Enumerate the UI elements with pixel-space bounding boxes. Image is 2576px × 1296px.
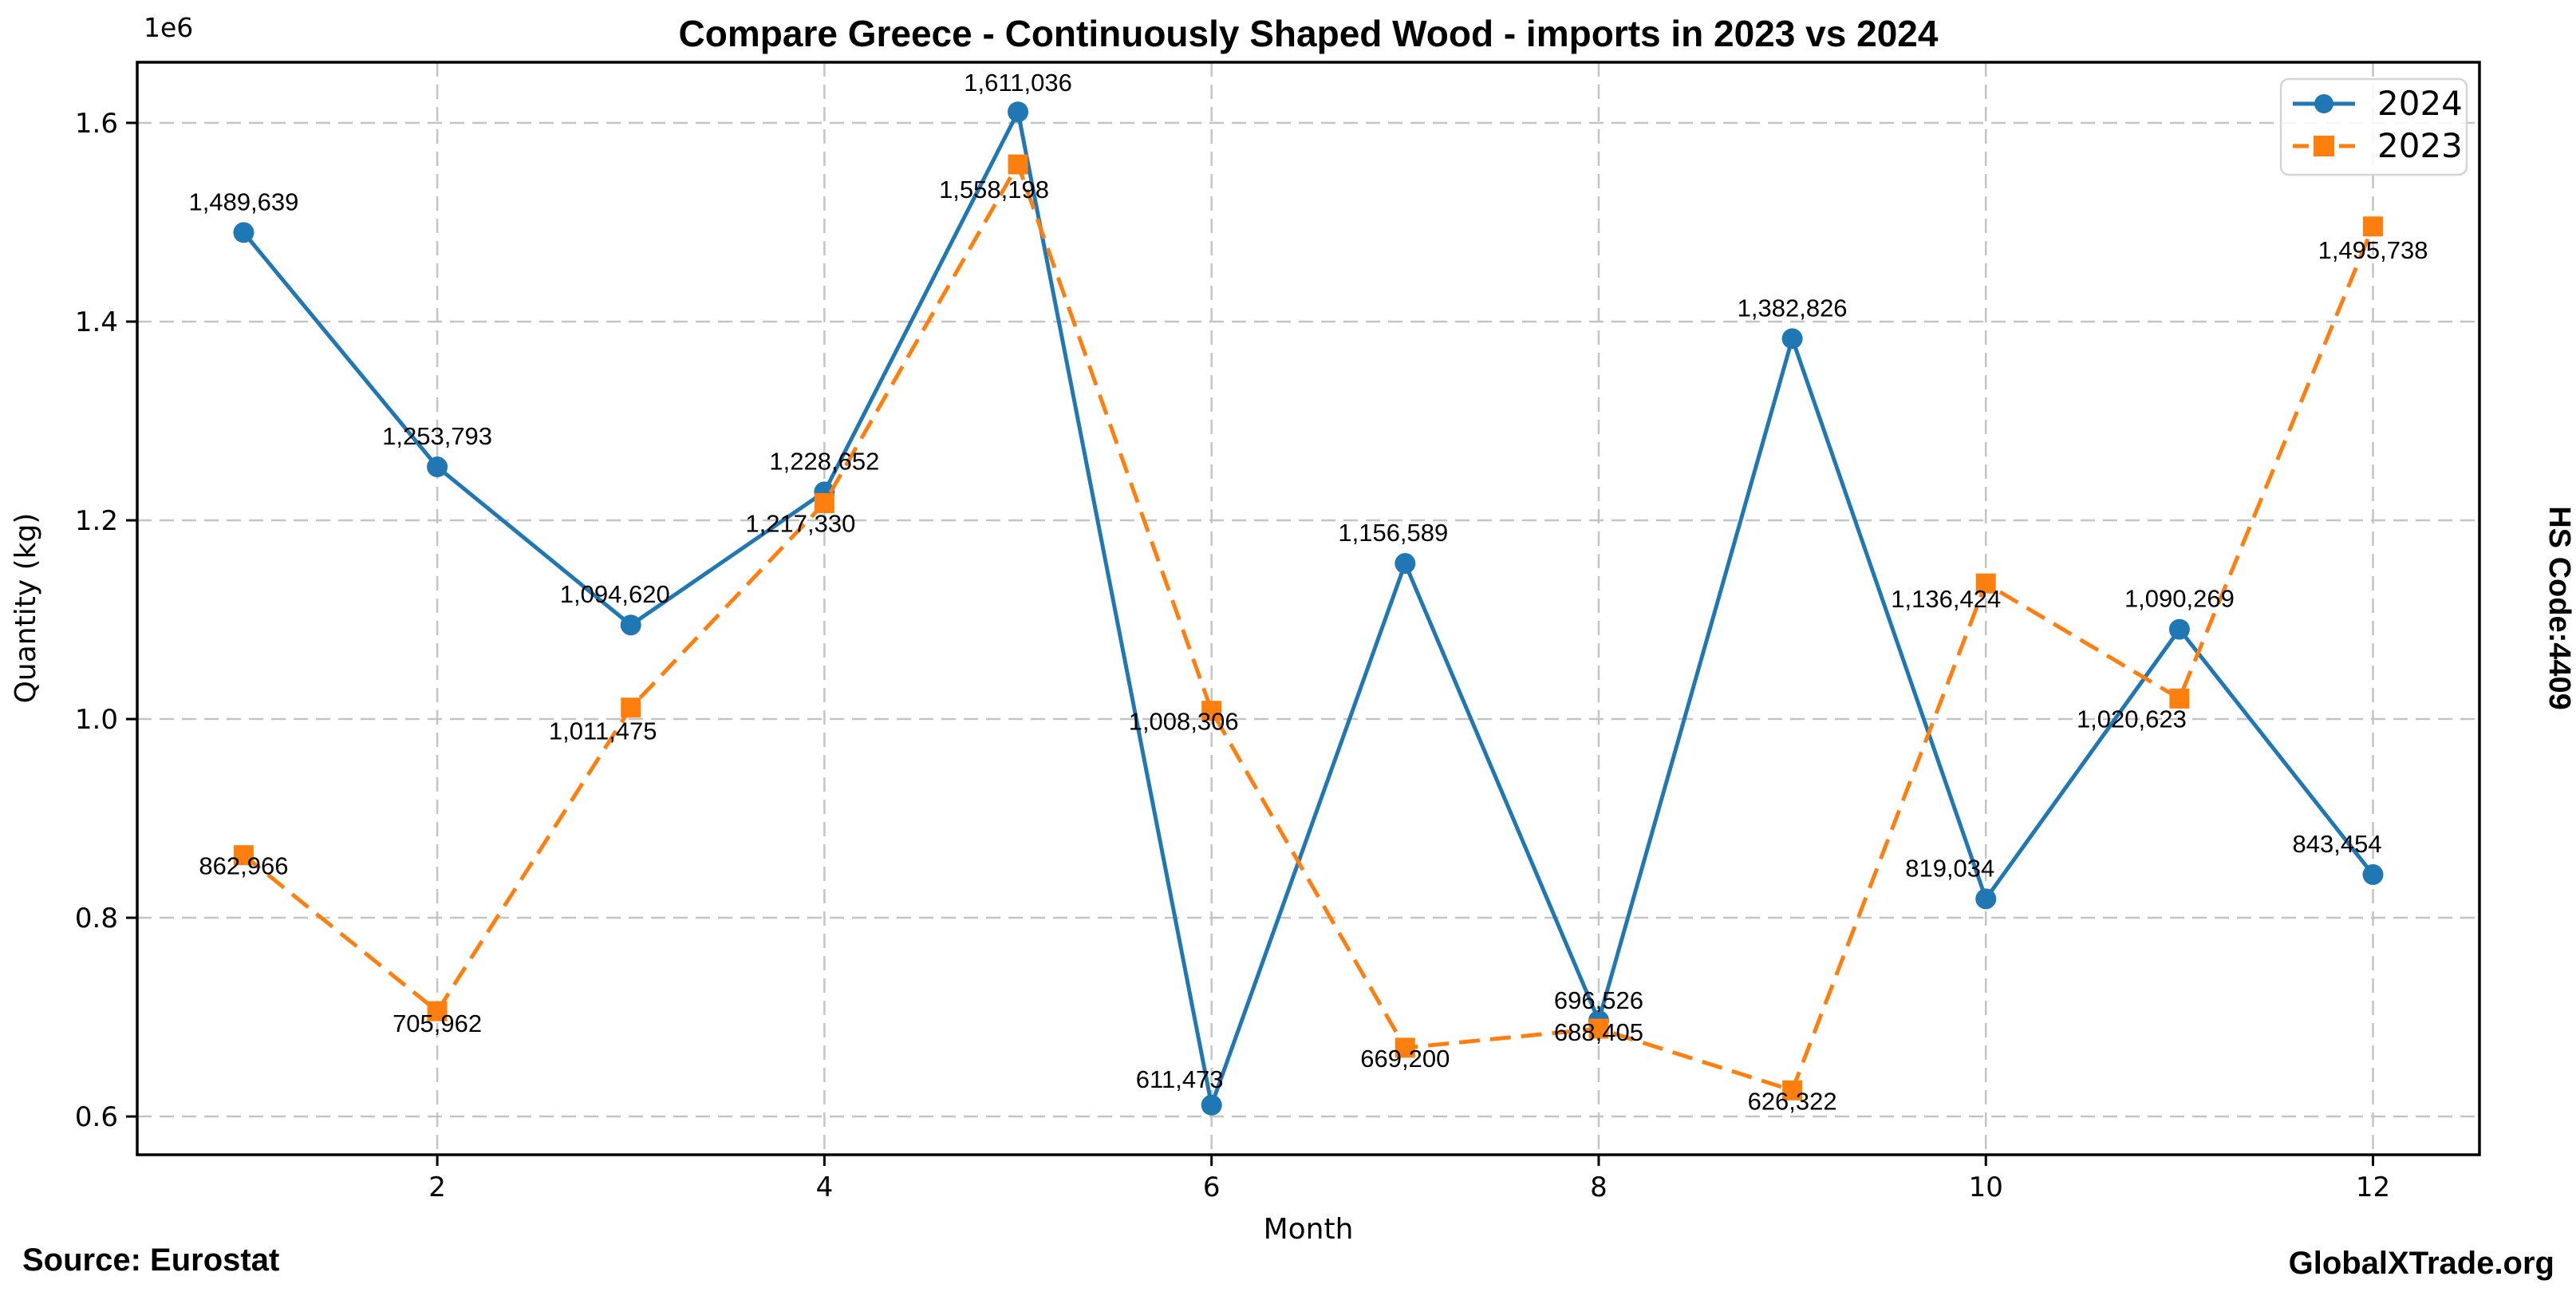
series-layer bbox=[233, 101, 2384, 1116]
data-label-2024: 1,611,036 bbox=[964, 69, 1072, 97]
y-tick-label: 1.6 bbox=[75, 108, 118, 140]
data-point-2023 bbox=[1975, 573, 1996, 594]
data-point-2023 bbox=[1008, 154, 1028, 175]
y-axis-offset-label: 1e6 bbox=[144, 12, 193, 43]
data-point-2023 bbox=[2363, 216, 2384, 237]
data-label-2024: 843,454 bbox=[2293, 830, 2382, 858]
data-point-2024 bbox=[620, 614, 641, 636]
legend-circle-marker-icon bbox=[2314, 94, 2333, 113]
data-point-2023 bbox=[233, 845, 254, 866]
data-point-2024 bbox=[1781, 328, 1803, 350]
data-label-2024: 1,090,269 bbox=[2124, 585, 2235, 613]
data-point-2024 bbox=[1201, 1094, 1222, 1116]
tick-layer: 2 4 6 8 10 12 0.6 0.8 1.0 1.2 1.4 1.6 bbox=[75, 108, 2390, 1203]
data-label-2024: 696,526 bbox=[1554, 986, 1643, 1014]
y-tick-label: 1.0 bbox=[75, 704, 118, 736]
brand-watermark: GlobalXTrade.org bbox=[2289, 1246, 2554, 1281]
data-point-2024 bbox=[427, 456, 448, 478]
data-label-2023: 1,020,623 bbox=[2077, 705, 2187, 733]
data-label-2023: 705,962 bbox=[393, 1010, 482, 1037]
data-label-2024: 1,489,639 bbox=[188, 188, 298, 215]
data-label-2023: 1,495,738 bbox=[2318, 236, 2428, 264]
x-tick-label: 6 bbox=[1203, 1172, 1221, 1203]
y-axis-title: Quantity (kg) bbox=[10, 513, 42, 704]
data-point-2024 bbox=[233, 222, 254, 243]
data-label-2023: 862,966 bbox=[199, 852, 288, 880]
x-tick-label: 2 bbox=[428, 1172, 446, 1203]
data-point-2024 bbox=[2362, 863, 2384, 885]
legend-label-2023: 2023 bbox=[2377, 126, 2463, 165]
data-label-2024: 1,382,826 bbox=[1738, 294, 1848, 322]
data-label-2023: 1,008,306 bbox=[1129, 708, 1239, 736]
legend-square-marker-icon bbox=[2314, 136, 2334, 156]
data-label-2024: 1,228,652 bbox=[769, 447, 879, 475]
data-point-2023 bbox=[2169, 688, 2190, 709]
y-tick-label: 0.6 bbox=[75, 1101, 118, 1133]
data-label-2023: 1,136,424 bbox=[1891, 585, 2001, 613]
data-label-2024: 611,473 bbox=[1136, 1065, 1224, 1093]
data-point-2024 bbox=[1008, 101, 1029, 123]
x-tick-label: 10 bbox=[1969, 1172, 2003, 1203]
legend-item-2023: 2023 bbox=[2293, 126, 2463, 165]
y-tick-label: 1.2 bbox=[75, 505, 118, 537]
data-point-2023 bbox=[1588, 1018, 1609, 1039]
x-tick-label: 12 bbox=[2356, 1172, 2390, 1203]
x-tick-label: 8 bbox=[1590, 1172, 1608, 1203]
data-label-2024: 1,094,620 bbox=[560, 580, 670, 608]
data-label-2023: 1,011,475 bbox=[549, 717, 657, 745]
series-line-2023 bbox=[242, 162, 2375, 1093]
data-point-2023 bbox=[1782, 1080, 1803, 1100]
series-line-2024 bbox=[242, 109, 2375, 1108]
plot-border bbox=[136, 61, 2481, 1156]
y-tick-label: 1.4 bbox=[75, 306, 118, 338]
data-label-2024: 1,253,793 bbox=[382, 422, 492, 450]
data-point-2023 bbox=[1201, 701, 1222, 721]
data-point-2024 bbox=[1975, 888, 1997, 910]
legend-item-2024: 2024 bbox=[2293, 84, 2463, 123]
data-label-2024: 819,034 bbox=[1905, 854, 1994, 882]
legend: 2024 2023 bbox=[2279, 77, 2468, 176]
data-label-2023: 1,217,330 bbox=[745, 509, 855, 537]
x-axis-title: Month bbox=[1264, 1213, 1354, 1246]
source-attribution: Source: Eurostat bbox=[22, 1243, 279, 1278]
data-label-2023: 626,322 bbox=[1748, 1087, 1837, 1115]
data-point-2023 bbox=[1395, 1037, 1415, 1058]
data-point-2023 bbox=[427, 1001, 448, 1021]
grid-layer bbox=[137, 62, 2479, 1155]
data-label-2023: 669,200 bbox=[1360, 1045, 1450, 1073]
y-tick-label: 0.8 bbox=[75, 903, 118, 934]
data-point-2024 bbox=[2168, 618, 2190, 640]
hs-code-label: HS Code:4409 bbox=[2542, 506, 2576, 710]
data-label-2023: 1,558,198 bbox=[939, 176, 1049, 203]
data-label-layer: 1,489,639 1,253,793 1,094,620 1,228,652 1,61… bbox=[188, 69, 2428, 1115]
axes-spines bbox=[136, 61, 2481, 1156]
data-label-2024: 1,156,589 bbox=[1338, 519, 1448, 547]
data-point-2023 bbox=[814, 492, 834, 513]
chart-title: Compare Greece - Continuously Shaped Woo… bbox=[679, 13, 1939, 54]
data-label-2023: 688,405 bbox=[1554, 1018, 1643, 1046]
data-point-2023 bbox=[621, 697, 641, 718]
legend-label-2024: 2024 bbox=[2377, 84, 2463, 123]
data-point-2024 bbox=[1395, 553, 1416, 575]
x-tick-label: 4 bbox=[816, 1172, 834, 1203]
